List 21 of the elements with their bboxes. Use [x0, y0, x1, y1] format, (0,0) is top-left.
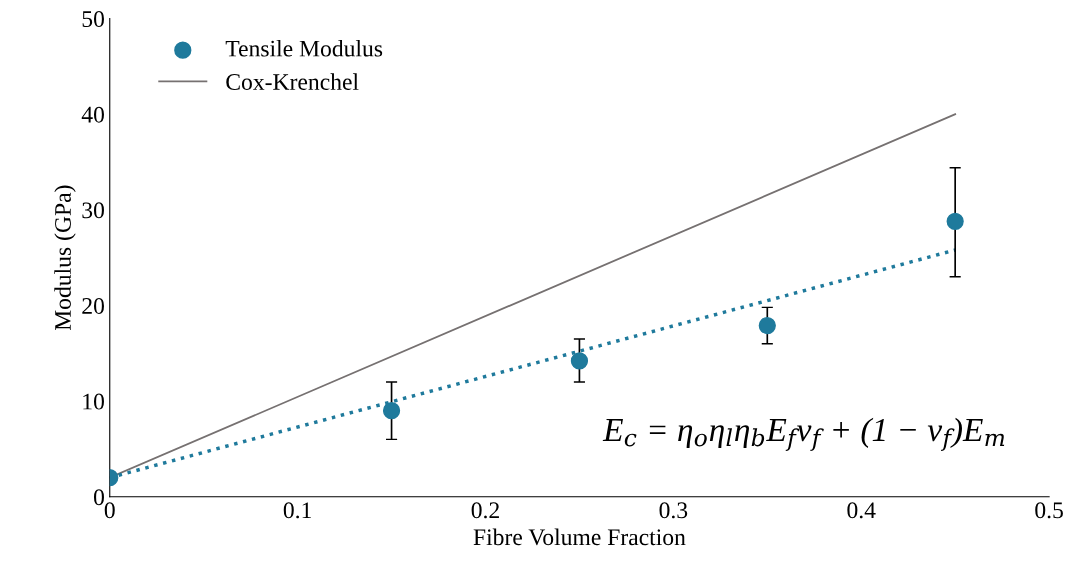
text: E$_{c}$ = η$_{o}$η$_{l}$η$_{b}$E$_{f}$v$_{f}$ + (1 − v$_{f}$)E$_{m}$ [602, 417, 1005, 451]
y-axis-title: Modulus (GPa) [54, 185, 76, 331]
legend-label: Cox-Krenchel [226, 73, 359, 90]
y-tick-label: 20 [82, 297, 104, 314]
y-tick-label: 0 [93, 489, 104, 506]
y-tick-label: 10 [83, 393, 104, 410]
point [946, 212, 964, 230]
point [758, 316, 776, 335]
x-tick-label: 0.2 [471, 502, 499, 519]
legend-label: Tensile Modulus [225, 39, 383, 57]
x-tick-label: 0.1 [283, 502, 311, 519]
x-axis-title: Fibre Volume Fraction [473, 528, 686, 546]
x-tick-label: 0.5 [1035, 502, 1063, 519]
point [570, 352, 589, 370]
y-tick-label: 50 [82, 11, 104, 28]
y-tick-label: 40 [81, 106, 104, 123]
x-tick-label: 0.3 [659, 502, 688, 519]
y-tick-label: 30 [82, 202, 104, 219]
x-tick-label: 0 [104, 502, 115, 519]
point [382, 402, 401, 420]
x-tick-label: 0.4 [847, 502, 876, 519]
